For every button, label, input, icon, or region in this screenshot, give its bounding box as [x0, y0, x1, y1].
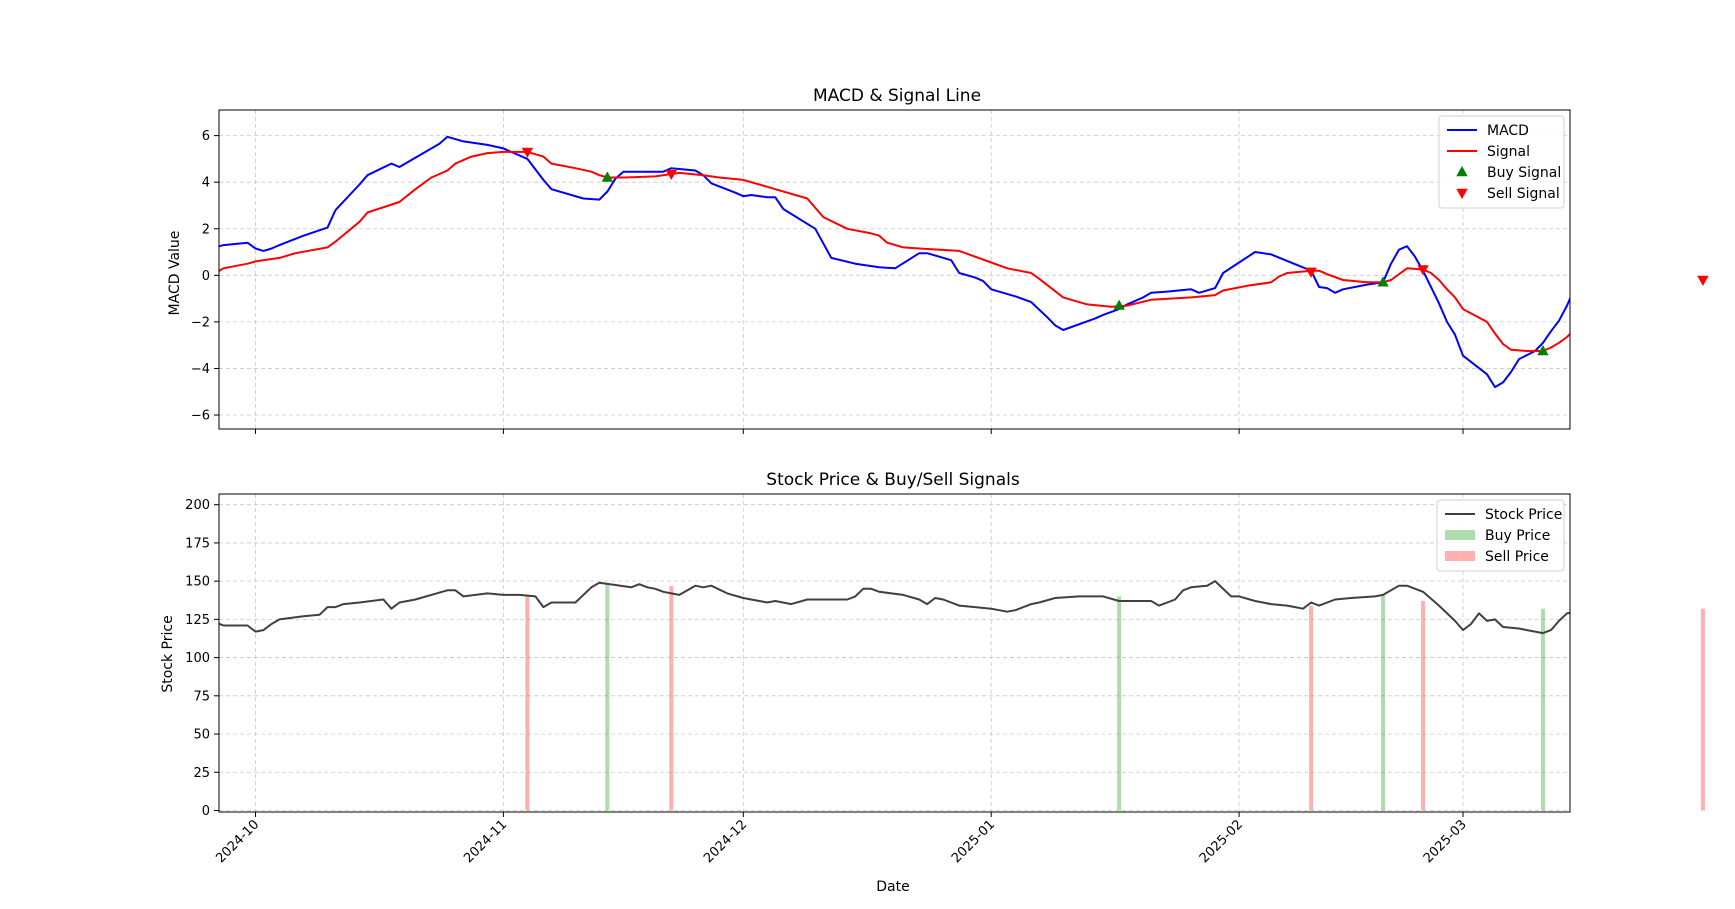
legend-swatch-patch	[1445, 530, 1475, 540]
price-series-group	[219, 580, 1570, 635]
sell-signal-marker	[1417, 265, 1429, 276]
macd-x-ticks	[255, 429, 1464, 434]
sell-signal-marker	[665, 169, 678, 181]
macd-gridlines	[219, 110, 1570, 429]
legend-label: Sell Signal	[1487, 186, 1560, 202]
macd-signal-markers	[521, 147, 1709, 356]
series-line-macd	[219, 135, 1570, 389]
sell-signal-marker	[1697, 275, 1709, 286]
series-line-stock-price	[219, 580, 1570, 635]
y-tick-label: 0	[202, 804, 210, 819]
y-tick-label: 200	[185, 498, 210, 513]
y-tick-label: 125	[185, 613, 210, 628]
series-line-signal	[219, 150, 1570, 352]
macd-y-ticks: −6 −4 −2 0 2 4 6	[191, 129, 219, 424]
price-plot-frame	[218, 493, 1571, 813]
macd-series-group	[219, 135, 1570, 389]
y-tick-label: 4	[202, 176, 210, 191]
buy-price-bar	[1540, 608, 1545, 811]
y-tick-label: 175	[185, 536, 210, 551]
sell-signal-marker	[1305, 267, 1317, 278]
legend-label: Signal	[1487, 144, 1530, 160]
buy-price-bar	[1381, 594, 1386, 811]
price-signal-bars	[525, 584, 1705, 811]
sell-signal-marker	[521, 147, 534, 158]
y-tick-label: 75	[193, 689, 210, 704]
macd-legend: MACD Signal Buy Signal Sell Signal	[1438, 115, 1565, 209]
y-tick-label: −4	[191, 362, 210, 377]
y-tick-label: 25	[193, 766, 210, 781]
sell-price-bar	[669, 585, 674, 811]
legend-label: Buy Signal	[1487, 165, 1561, 181]
legend-sell-signal-icon	[1456, 188, 1468, 199]
legend-box	[1438, 115, 1565, 209]
sell-price-bar	[525, 594, 530, 811]
price-chart-title: Stock Price & Buy/Sell Signals	[766, 470, 1020, 490]
price-legend: Stock Price Buy Price Sell Price	[1436, 499, 1565, 572]
macd-panel: MACD & Signal Line MACD Value −6 −4 −2 0 2 4 6…	[167, 86, 1709, 434]
macd-y-axis-label: MACD Value	[167, 231, 183, 316]
price-x-axis-label: Date	[876, 879, 909, 895]
macd-plot-frame	[218, 109, 1571, 430]
legend-swatch-patch	[1445, 551, 1475, 561]
legend-buy-signal-icon	[1456, 166, 1468, 177]
sell-price-bar	[1700, 608, 1705, 811]
price-gridlines	[219, 494, 1570, 812]
buy-signal-marker	[1113, 299, 1125, 310]
buy-signal-marker	[1537, 344, 1549, 356]
y-tick-label: 150	[185, 575, 210, 590]
buy-price-bar	[605, 584, 610, 811]
legend-label: MACD	[1487, 123, 1529, 139]
y-tick-label: 100	[185, 651, 210, 666]
legend-label: Sell Price	[1485, 549, 1549, 565]
macd-chart-title: MACD & Signal Line	[813, 86, 981, 106]
y-tick-label: 50	[193, 728, 210, 743]
legend-label: Stock Price	[1485, 507, 1562, 523]
sell-price-bar	[1309, 605, 1314, 811]
y-tick-label: −2	[191, 315, 210, 330]
price-y-axis-label: Stock Price	[160, 615, 176, 692]
y-tick-label: 2	[202, 222, 210, 237]
y-tick-label: 6	[202, 129, 210, 144]
sell-price-bar	[1421, 601, 1426, 811]
y-tick-label: 0	[202, 269, 210, 284]
price-y-ticks: 0 25 50 75 100 125 150 175 200	[185, 498, 219, 819]
legend-box	[1436, 499, 1565, 572]
buy-signal-marker	[601, 171, 614, 182]
legend-label: Buy Price	[1485, 528, 1550, 544]
buy-price-bar	[1117, 596, 1122, 811]
y-tick-label: −6	[191, 409, 210, 424]
buy-signal-marker	[1377, 276, 1389, 287]
